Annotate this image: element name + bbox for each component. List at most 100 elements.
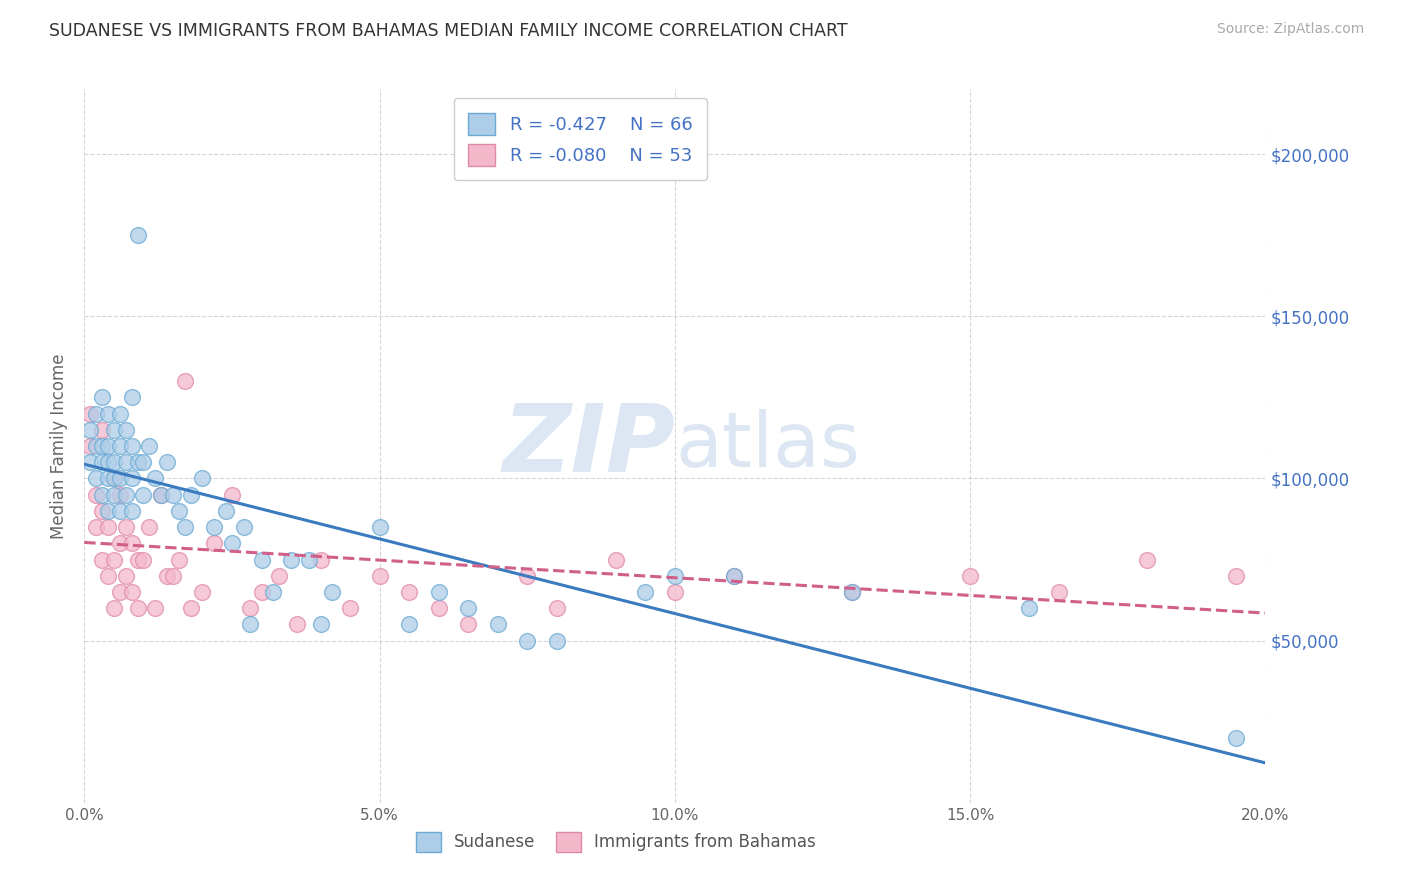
Point <box>91 488 114 502</box>
Point <box>180 601 202 615</box>
Point <box>91 439 114 453</box>
Point <box>368 520 391 534</box>
Point <box>239 601 262 615</box>
Point <box>103 423 125 437</box>
Point <box>250 585 273 599</box>
Point <box>368 568 391 582</box>
Point <box>605 552 627 566</box>
Point <box>108 407 131 421</box>
Point <box>221 488 243 502</box>
Point <box>97 471 120 485</box>
Point <box>215 504 238 518</box>
Point <box>108 488 131 502</box>
Point <box>162 488 184 502</box>
Point <box>108 471 131 485</box>
Point <box>97 504 120 518</box>
Point <box>427 601 450 615</box>
Point <box>84 471 107 485</box>
Point <box>103 552 125 566</box>
Point <box>121 585 143 599</box>
Point <box>79 423 101 437</box>
Point <box>398 585 420 599</box>
Point <box>114 568 136 582</box>
Point <box>1047 585 1070 599</box>
Point <box>121 390 143 404</box>
Point <box>723 568 745 582</box>
Point <box>91 455 114 469</box>
Point <box>167 504 190 518</box>
Point <box>91 390 114 404</box>
Text: atlas: atlas <box>675 409 859 483</box>
Point <box>97 407 120 421</box>
Point <box>1018 601 1040 615</box>
Point <box>156 455 179 469</box>
Point <box>127 455 149 469</box>
Point <box>162 568 184 582</box>
Point <box>138 520 160 534</box>
Point <box>91 504 114 518</box>
Point <box>114 488 136 502</box>
Point <box>114 520 136 534</box>
Point <box>108 504 131 518</box>
Point <box>138 439 160 453</box>
Point <box>91 423 114 437</box>
Point <box>103 455 125 469</box>
Point <box>79 439 101 453</box>
Point <box>84 520 107 534</box>
Point <box>1225 568 1247 582</box>
Point <box>202 520 225 534</box>
Point <box>97 520 120 534</box>
Point <box>79 407 101 421</box>
Text: ZIP: ZIP <box>502 400 675 492</box>
Point <box>91 552 114 566</box>
Point <box>309 552 332 566</box>
Point <box>202 536 225 550</box>
Point <box>127 552 149 566</box>
Point <box>156 568 179 582</box>
Point <box>285 617 308 632</box>
Point <box>191 585 214 599</box>
Point <box>239 617 262 632</box>
Point <box>723 568 745 582</box>
Point <box>309 617 332 632</box>
Point <box>1136 552 1159 566</box>
Point <box>84 439 107 453</box>
Text: Source: ZipAtlas.com: Source: ZipAtlas.com <box>1216 22 1364 37</box>
Y-axis label: Median Family Income: Median Family Income <box>51 353 69 539</box>
Legend: Sudanese, Immigrants from Bahamas: Sudanese, Immigrants from Bahamas <box>409 825 823 859</box>
Point <box>143 601 166 615</box>
Point <box>114 455 136 469</box>
Point <box>427 585 450 599</box>
Point <box>84 407 107 421</box>
Point <box>398 617 420 632</box>
Point <box>546 601 568 615</box>
Point <box>457 601 479 615</box>
Point <box>127 601 149 615</box>
Point <box>121 439 143 453</box>
Point <box>103 471 125 485</box>
Point <box>250 552 273 566</box>
Point <box>132 488 155 502</box>
Point <box>132 552 155 566</box>
Point <box>180 488 202 502</box>
Point <box>97 568 120 582</box>
Point <box>150 488 173 502</box>
Point <box>457 617 479 632</box>
Point <box>262 585 284 599</box>
Point <box>173 374 195 388</box>
Point <box>97 439 120 453</box>
Point <box>298 552 321 566</box>
Point <box>173 520 195 534</box>
Point <box>79 455 101 469</box>
Point <box>108 585 131 599</box>
Point <box>167 552 190 566</box>
Point <box>321 585 343 599</box>
Point <box>280 552 302 566</box>
Point <box>516 633 538 648</box>
Point <box>959 568 981 582</box>
Point <box>191 471 214 485</box>
Point <box>486 617 509 632</box>
Point <box>121 471 143 485</box>
Point <box>1225 731 1247 745</box>
Point <box>127 228 149 243</box>
